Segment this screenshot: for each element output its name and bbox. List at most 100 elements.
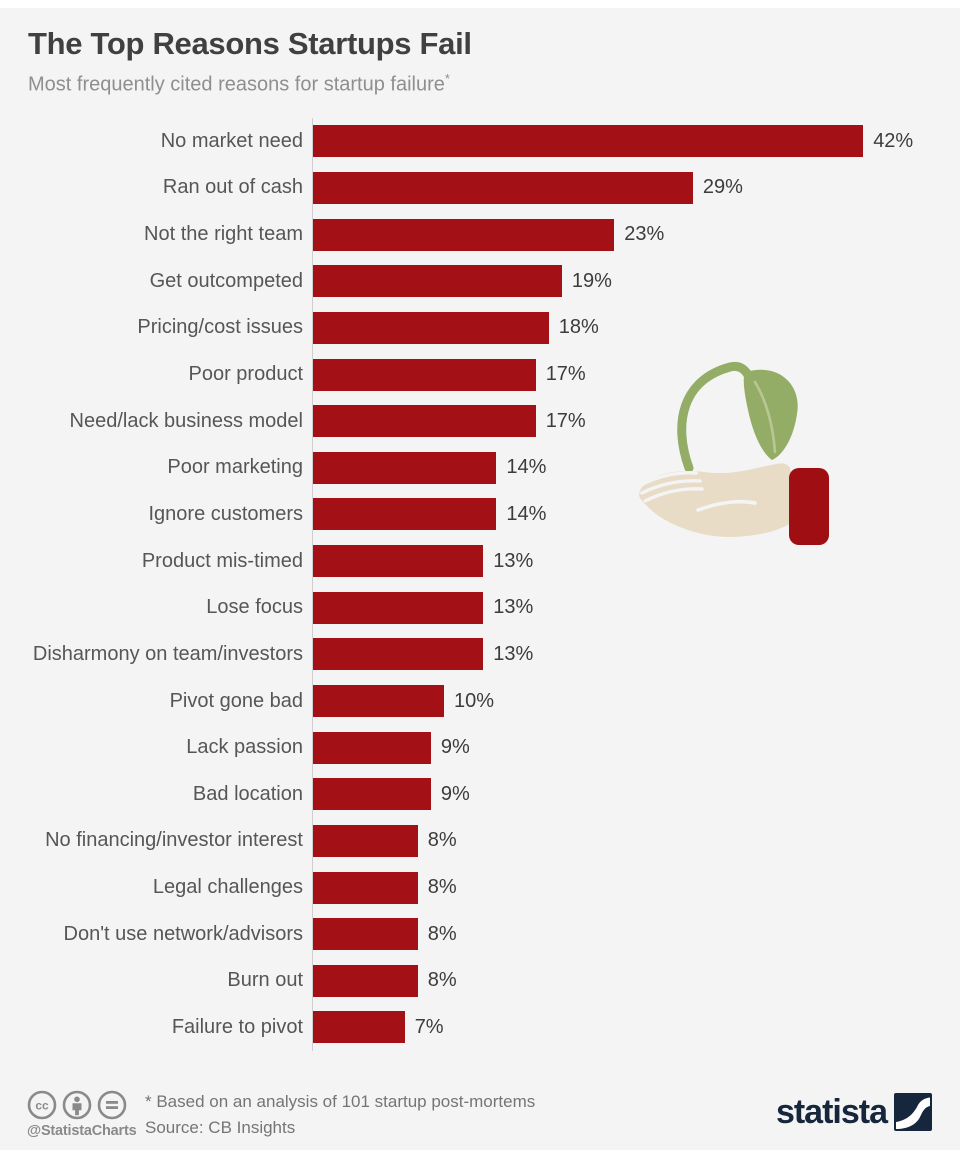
statista-handle: @StatistaCharts (27, 1123, 137, 1139)
bar-row: Get outcompeted 19% (0, 257, 960, 305)
bar-value: 8% (427, 922, 457, 945)
bar-row: Failure to pivot 7% (0, 1004, 960, 1051)
notes-block: * Based on an analysis of 101 startup po… (145, 1089, 535, 1141)
bar-value: 8% (427, 829, 457, 852)
cc-icon: cc (27, 1090, 57, 1120)
bar-label: No financing/investor interest (45, 829, 303, 852)
bar (313, 731, 431, 764)
bar-row: Disharmony on team/investors 13% (0, 631, 960, 678)
bar-value: 29% (702, 176, 743, 199)
bar-value: 17% (545, 363, 586, 386)
bar-area: 13% (312, 584, 960, 632)
bar-area: 13% (312, 537, 960, 585)
bar-row: Pricing/cost issues 18% (0, 304, 960, 352)
bar-label: Ignore customers (148, 502, 303, 525)
bar-area: 9% (312, 724, 960, 771)
bar-area: 7% (312, 1004, 960, 1051)
bar-area: 8% (312, 864, 960, 911)
bar-value: 13% (493, 642, 534, 665)
bar-label: Not the right team (144, 223, 303, 246)
bar-value: 18% (558, 316, 599, 339)
bar-area: 18% (312, 304, 960, 352)
bar (313, 125, 864, 158)
bar-row: Lack passion 9% (0, 724, 960, 771)
bar-label: Lack passion (186, 736, 303, 759)
bar-label: Poor product (188, 363, 303, 386)
page-title: The Top Reasons Startups Fail (28, 26, 472, 61)
footnote: * Based on an analysis of 101 startup po… (145, 1092, 536, 1111)
bar-label: Legal challenges (152, 876, 303, 899)
top-border-strip (0, 0, 960, 8)
bar-value: 8% (427, 969, 457, 992)
bar-row: No market need 42% (0, 118, 960, 165)
no-derivatives-icon (97, 1090, 127, 1120)
bar-value: 42% (873, 129, 914, 152)
attribution-icon (62, 1090, 92, 1120)
bar-area: 13% (312, 631, 960, 678)
bar-area: 23% (312, 211, 960, 258)
bar-label: Bad location (192, 782, 303, 805)
bar (313, 171, 693, 204)
bar-value: 19% (571, 269, 612, 292)
bar-row: Not the right team 23% (0, 211, 960, 258)
bar-row: Poor marketing 14% (0, 444, 960, 492)
bar-label: Need/lack business model (69, 409, 303, 432)
bar (313, 871, 418, 904)
chart-header: The Top Reasons Startups Fail Most frequ… (28, 26, 472, 97)
bar-row: Legal challenges 8% (0, 864, 960, 911)
bar-row: Bad location 9% (0, 770, 960, 818)
bar-row: Don't use network/advisors 8% (0, 910, 960, 958)
bar-label: Disharmony on team/investors (32, 642, 303, 665)
bar-area: 19% (312, 257, 960, 305)
bar-value: 23% (624, 223, 665, 246)
bar (313, 685, 444, 717)
page-subtitle: Most frequently cited reasons for startu… (28, 71, 472, 97)
bar-row: Lose focus 13% (0, 584, 960, 632)
bar-row: Burn out 8% (0, 957, 960, 1005)
bar-label: Pricing/cost issues (137, 316, 303, 339)
bar-row: Ignore customers 14% (0, 491, 960, 538)
bar-row: Poor product 17% (0, 351, 960, 398)
statista-logo-mark (894, 1093, 932, 1131)
bar-label: Pivot gone bad (169, 689, 303, 712)
bar (313, 591, 484, 624)
bar (313, 964, 418, 997)
bar-area: 8% (312, 910, 960, 958)
bar (313, 1011, 405, 1044)
bar (313, 498, 497, 531)
bar (313, 918, 418, 951)
bar-area: 9% (312, 770, 960, 818)
bar-label: No market need (160, 129, 303, 152)
bar-area: 29% (312, 164, 960, 212)
bar-value: 7% (414, 1015, 444, 1038)
bar-area: 10% (312, 677, 960, 725)
bar-value: 14% (506, 456, 547, 479)
bar (313, 405, 536, 438)
bar-value: 13% (493, 549, 534, 572)
bar (313, 545, 484, 578)
bar (313, 311, 549, 344)
bar-value: 17% (545, 409, 586, 432)
subtitle-text: Most frequently cited reasons for startu… (28, 73, 445, 96)
bar-area: 8% (312, 817, 960, 865)
bar-chart: No market need 42% Ran out of cash 29% Not t… (0, 118, 960, 1051)
svg-text:cc: cc (35, 1099, 49, 1113)
bar-area: 8% (312, 957, 960, 1005)
source: Source: CB Insights (145, 1118, 296, 1137)
bar-label: Lose focus (206, 596, 303, 619)
bar-area: 14% (312, 491, 960, 538)
bar (313, 265, 562, 298)
subtitle-footnote-mark: * (444, 71, 450, 86)
bar-label: Don't use network/advisors (63, 922, 303, 945)
bar-value: 13% (493, 596, 534, 619)
hand-icon (639, 463, 829, 545)
bar-label: Get outcompeted (149, 269, 303, 292)
license-icons: cc (27, 1090, 136, 1120)
bar-label: Burn out (227, 969, 303, 992)
bar-area: 17% (312, 351, 960, 398)
license-block: cc @StatistaCharts (27, 1090, 137, 1139)
hand-holding-seedling-illustration (639, 361, 829, 545)
bar-label: Product mis-timed (141, 549, 303, 572)
bar-area: 17% (312, 397, 960, 445)
seedling-icon (677, 361, 798, 473)
